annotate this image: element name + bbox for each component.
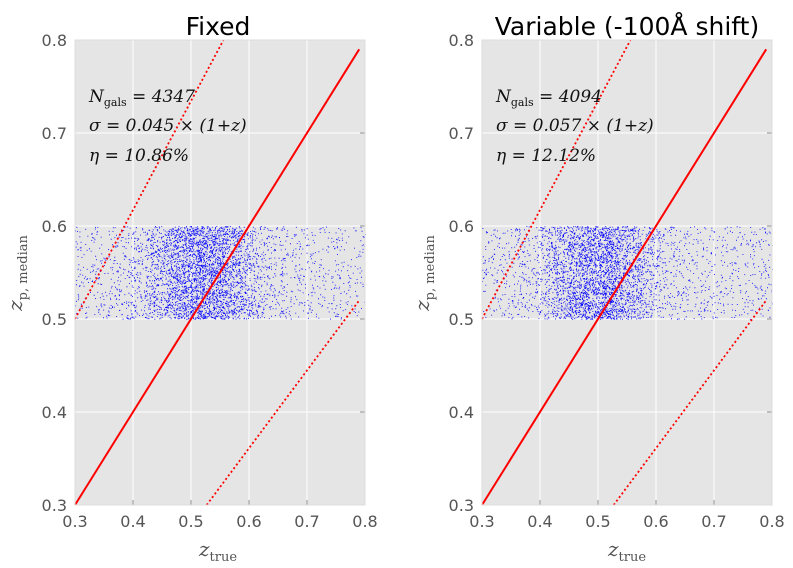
tick-labels: 0.3 0.4 0.5 0.6 0.7 0.8 0.3 0.4 0.5 0.6 0.7 0.8 bbox=[42, 31, 378, 531]
annotation-ngals: Ngals = 4094 bbox=[495, 87, 602, 109]
x-tick-label: 0.3 bbox=[469, 512, 494, 531]
tick-labels: 0.3 0.4 0.5 0.6 0.7 0.8 0.3 0.4 0.5 0.6 0.7 0.8 bbox=[449, 31, 785, 531]
x-tick-label: 0.6 bbox=[643, 512, 668, 531]
x-tick-label: 0.4 bbox=[120, 512, 145, 531]
y-axis-label: zp, median bbox=[410, 234, 438, 311]
x-axis-label: ztrue bbox=[198, 537, 237, 565]
outlier-bound-line bbox=[612, 299, 767, 506]
x-tick-label: 0.8 bbox=[352, 512, 377, 531]
one-to-one-line bbox=[481, 48, 768, 506]
x-tick-label: 0.7 bbox=[294, 512, 319, 531]
annotation-sigma: σ = 0.057 × (1+z) bbox=[496, 116, 654, 136]
x-tick-label: 0.5 bbox=[585, 512, 610, 531]
x-tick-label: 0.8 bbox=[759, 512, 784, 531]
x-tick-label: 0.4 bbox=[527, 512, 552, 531]
plot-frame bbox=[481, 39, 773, 506]
panel-title: Fixed bbox=[186, 12, 251, 41]
panel-fixed: 0.3 0.4 0.5 0.6 0.7 0.8 0.3 0.4 0.5 0.6 0.7 0.8 Fix… bbox=[3, 12, 378, 565]
y-tick-label: 0.5 bbox=[42, 310, 67, 329]
y-tick-label: 0.6 bbox=[449, 217, 474, 236]
y-tick-label: 0.4 bbox=[42, 403, 67, 422]
y-tick-label: 0.7 bbox=[449, 124, 474, 143]
annotation-sigma: σ = 0.045 × (1+z) bbox=[89, 116, 247, 136]
outlier-bound-line bbox=[205, 299, 360, 506]
y-tick-label: 0.7 bbox=[42, 124, 67, 143]
y-tick-label: 0.3 bbox=[42, 496, 67, 515]
x-axis-label: ztrue bbox=[607, 537, 646, 565]
scatter-points bbox=[75, 226, 366, 320]
scatter-point-cloud bbox=[75, 226, 366, 320]
plot-frame bbox=[74, 39, 366, 506]
annotation-eta: η = 10.86% bbox=[89, 146, 189, 166]
y-tick-label: 0.6 bbox=[42, 217, 67, 236]
one-to-one-line bbox=[74, 48, 361, 506]
y-tick-label: 0.4 bbox=[449, 403, 474, 422]
outlier-bound-line bbox=[74, 39, 225, 320]
x-tick-label: 0.6 bbox=[236, 512, 261, 531]
y-tick-label: 0.8 bbox=[42, 31, 67, 50]
x-tick-label: 0.3 bbox=[62, 512, 87, 531]
panel-variable: 0.3 0.4 0.5 0.6 0.7 0.8 0.3 0.4 0.5 0.6 0.7 0.8 Var… bbox=[410, 12, 785, 565]
y-tick-label: 0.3 bbox=[449, 496, 474, 515]
annotation-ngals: Ngals = 4347 bbox=[88, 87, 195, 109]
reference-lines bbox=[481, 39, 768, 506]
x-tick-label: 0.5 bbox=[178, 512, 203, 531]
reference-lines bbox=[74, 39, 361, 506]
x-tick-label: 0.7 bbox=[701, 512, 726, 531]
outlier-bound-line bbox=[481, 39, 632, 320]
annotation-eta: η = 12.12% bbox=[496, 146, 596, 166]
y-tick-label: 0.8 bbox=[449, 31, 474, 50]
y-tick-label: 0.5 bbox=[449, 310, 474, 329]
y-axis-label: zp, median bbox=[3, 234, 31, 311]
panel-title: Variable (-100Å shift) bbox=[495, 12, 759, 41]
